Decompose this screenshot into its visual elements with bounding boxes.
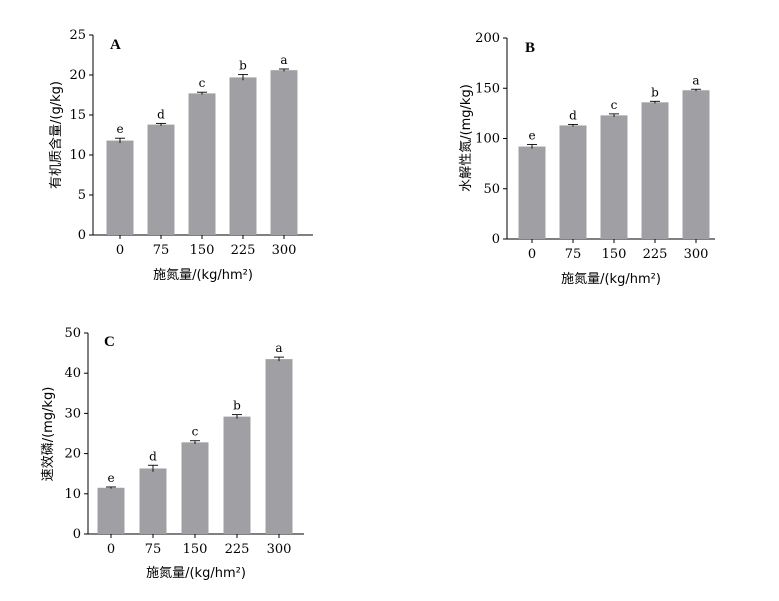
significance-label: a <box>280 53 287 67</box>
significance-label: c <box>199 76 206 90</box>
x-tick-label: 300 <box>267 542 292 557</box>
y-axis-title: 水解性氮/(mg/kg) <box>459 84 474 192</box>
bar <box>600 115 628 239</box>
bar <box>682 90 710 239</box>
x-tick-label: 75 <box>145 542 162 557</box>
x-tick-label: 300 <box>684 247 709 262</box>
bar <box>559 125 587 239</box>
x-tick-label: 225 <box>231 243 256 258</box>
x-tick-label: 0 <box>116 243 124 258</box>
y-tick-label: 15 <box>69 108 86 123</box>
x-tick-label: 225 <box>225 542 250 557</box>
significance-label: c <box>192 425 199 439</box>
y-tick-label: 40 <box>64 366 81 381</box>
significance-label: c <box>611 98 618 112</box>
x-axis-title: 施氮量/(kg/hm²) <box>146 566 246 581</box>
x-tick-label: 225 <box>643 247 668 262</box>
x-tick-label: 0 <box>107 542 115 557</box>
chart-panel-C: 0 10 20 30 40 50 e 0 d 75 c 150 b 225 a 300 C 施氮量/(kg/hm²… <box>41 326 304 581</box>
y-tick-label: 0 <box>492 232 500 247</box>
significance-label: a <box>692 73 699 87</box>
y-tick-label: 100 <box>475 132 500 147</box>
chart-panel-A: 0 5 10 15 20 25 e 0 d 75 c 150 b 225 a 300 A 施氮量/(kg/hm²)… <box>48 28 313 283</box>
bar <box>106 140 134 235</box>
y-tick-label: 10 <box>64 487 81 502</box>
x-tick-label: 75 <box>153 243 170 258</box>
x-tick-label: 0 <box>528 247 536 262</box>
y-axis-title: 速效磷/(mg/kg) <box>41 387 56 482</box>
y-tick-label: 25 <box>69 28 86 43</box>
y-tick-label: 30 <box>64 406 81 421</box>
y-tick-label: 20 <box>64 447 81 462</box>
y-tick-label: 5 <box>78 188 86 203</box>
significance-label: a <box>275 341 282 355</box>
significance-label: b <box>233 399 241 413</box>
chart-panel-B: 0 50 100 150 200 e 0 d 75 c 150 b 225 a 300 B 施氮量/(kg/hm… <box>459 31 715 287</box>
significance-label: d <box>149 449 157 463</box>
significance-label: e <box>528 129 535 143</box>
x-tick-label: 150 <box>190 243 215 258</box>
bar <box>265 359 293 534</box>
y-tick-label: 200 <box>475 31 500 46</box>
significance-label: e <box>107 471 114 485</box>
bar <box>188 93 216 236</box>
bar <box>641 102 669 239</box>
x-axis-title: 施氮量/(kg/hm²) <box>153 268 253 283</box>
panel-label: C <box>104 334 115 350</box>
panel-label: B <box>525 40 535 56</box>
y-axis-title: 有机质含量/(g/kg) <box>48 81 64 189</box>
y-tick-label: 0 <box>73 527 81 542</box>
x-tick-label: 75 <box>565 247 582 262</box>
x-tick-label: 300 <box>272 243 297 258</box>
y-tick-label: 50 <box>483 182 500 197</box>
bar <box>223 416 251 534</box>
bar <box>518 146 546 239</box>
significance-label: d <box>157 107 165 121</box>
bar <box>139 468 167 534</box>
panel-label: A <box>110 37 121 53</box>
significance-label: e <box>116 122 123 136</box>
significance-label: b <box>239 59 247 73</box>
y-tick-label: 150 <box>475 81 500 96</box>
y-tick-label: 50 <box>64 326 81 341</box>
y-tick-label: 10 <box>69 148 86 163</box>
x-tick-label: 150 <box>183 542 208 557</box>
bar <box>270 70 298 235</box>
x-tick-label: 150 <box>602 247 627 262</box>
bar <box>97 487 125 534</box>
bar <box>229 77 257 236</box>
bar <box>181 442 209 534</box>
significance-label: b <box>651 85 659 99</box>
bar <box>147 124 175 235</box>
y-tick-label: 20 <box>69 68 86 83</box>
significance-label: d <box>569 108 577 122</box>
y-tick-label: 0 <box>78 228 86 243</box>
x-axis-title: 施氮量/(kg/hm²) <box>561 272 661 287</box>
